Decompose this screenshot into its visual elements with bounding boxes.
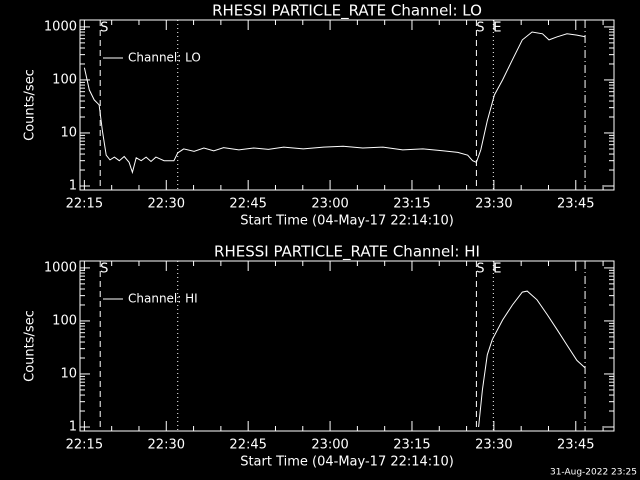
marker-label: S <box>100 21 108 36</box>
chart-title: RHESSI PARTICLE_RATE Channel: HI <box>214 243 480 262</box>
series-line <box>478 290 586 428</box>
marker-label: S <box>476 21 484 36</box>
x-tick-label: 22:15 <box>66 438 103 453</box>
marker-label: S <box>476 262 484 277</box>
x-axis-label: Start Time (04-May-17 22:14:10) <box>240 455 454 470</box>
y-axis-label: Counts/sec <box>23 310 38 382</box>
series-line <box>83 31 586 175</box>
x-tick-label: 22:45 <box>229 438 266 453</box>
x-axis-label: Start Time (04-May-17 22:14:10) <box>240 214 454 229</box>
x-tick-label: 23:30 <box>475 438 512 453</box>
x-tick-label: 23:15 <box>393 438 430 453</box>
marker-label: E <box>493 21 501 36</box>
x-tick-label: 22:30 <box>148 197 185 212</box>
y-tick-label: 1 <box>69 419 77 434</box>
y-tick-label: 1 <box>69 178 77 193</box>
x-tick-label: 23:45 <box>557 438 594 453</box>
y-tick-label: 100 <box>52 72 77 87</box>
x-tick-label: 22:30 <box>148 438 185 453</box>
y-tick-label: 100 <box>52 313 77 328</box>
x-tick-label: 23:00 <box>311 197 348 212</box>
x-tick-label: 23:30 <box>475 197 512 212</box>
legend-label: Channel: HI <box>128 292 198 306</box>
y-tick-label: 10 <box>60 366 77 381</box>
x-tick-label: 22:15 <box>66 197 103 212</box>
plot-frame <box>79 260 615 432</box>
x-tick-label: 23:45 <box>557 197 594 212</box>
plot-frame <box>79 19 615 191</box>
y-tick-label: 1000 <box>44 260 77 275</box>
y-tick-label: 1000 <box>44 19 77 34</box>
x-tick-label: 22:45 <box>229 197 266 212</box>
marker-label: E <box>493 262 501 277</box>
y-axis-label: Counts/sec <box>23 69 38 141</box>
y-tick-label: 10 <box>60 125 77 140</box>
x-tick-label: 23:00 <box>311 438 348 453</box>
legend-label: Channel: LO <box>128 51 201 65</box>
footer: 31-Aug-2022 23:25 <box>550 468 637 478</box>
marker-label: S <box>100 262 108 277</box>
x-tick-label: 23:15 <box>393 197 430 212</box>
chart-title: RHESSI PARTICLE_RATE Channel: LO <box>212 2 482 21</box>
